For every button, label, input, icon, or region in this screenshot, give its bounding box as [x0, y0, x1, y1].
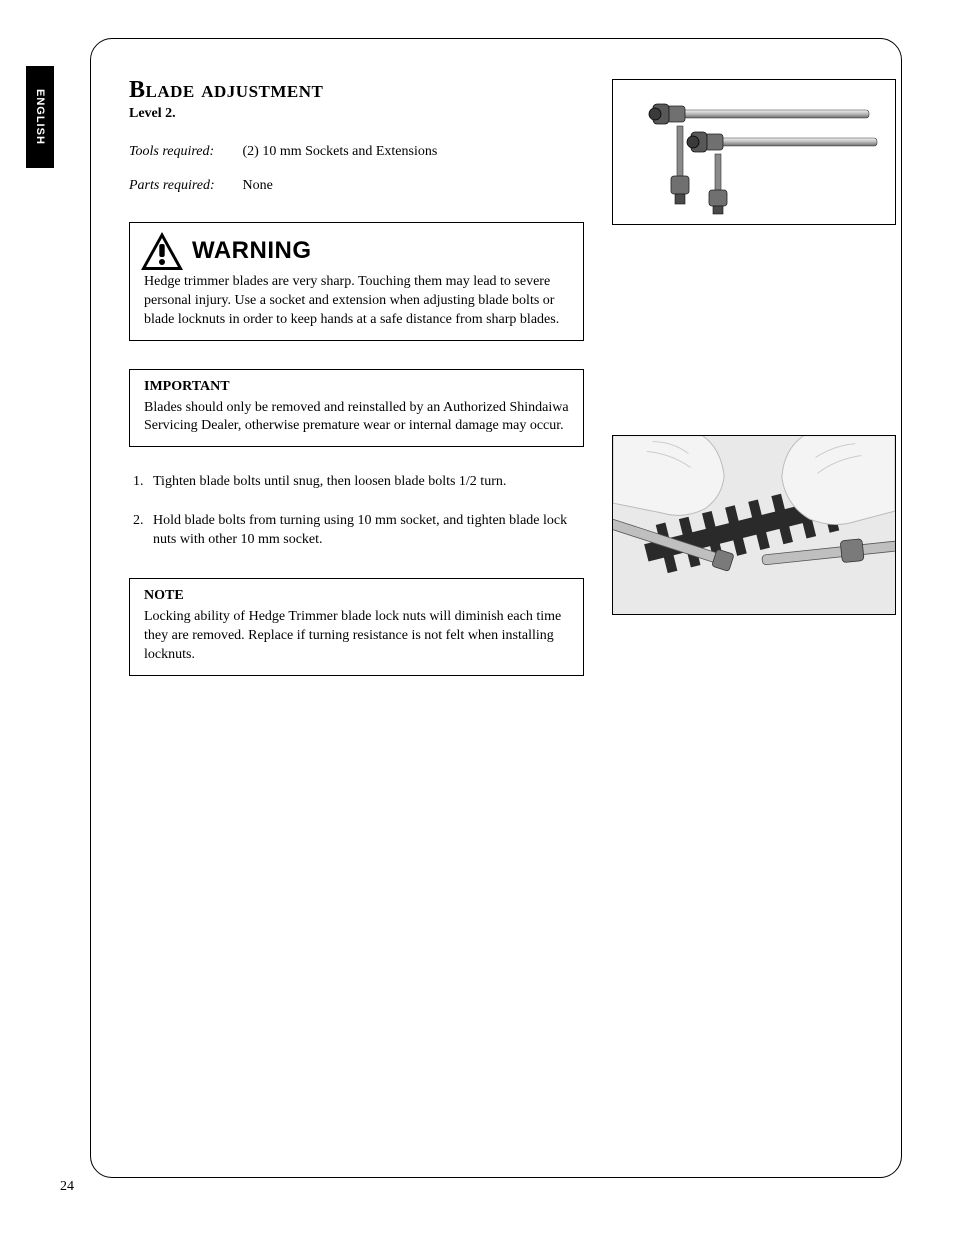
step-1: Tighten blade bolts until snug, then loo…	[147, 473, 584, 492]
warning-box: WARNING Hedge trimmer blades are very sh…	[129, 222, 584, 341]
blade-adjust-icon	[613, 435, 895, 615]
note-box: NOTE Locking ability of Hedge Trimmer bl…	[129, 578, 584, 676]
page-frame: Blade adjustment Level 2. Tools required…	[90, 38, 902, 1178]
tools-required-line: Tools required: (2) 10 mm Sockets and Ex…	[129, 144, 584, 160]
content-row: Blade adjustment Level 2. Tools required…	[129, 77, 871, 692]
warning-title: WARNING	[192, 235, 312, 267]
tools-required-value: (2) 10 mm Sockets and Extensions	[243, 144, 438, 159]
page-number: 24	[60, 1179, 74, 1195]
note-body: Locking ability of Hedge Trimmer blade l…	[140, 608, 573, 665]
socket-extensions-icon	[619, 82, 889, 222]
warning-body: Hedge trimmer blades are very sharp. Tou…	[140, 273, 573, 330]
parts-required-value: None	[243, 178, 273, 193]
important-box: IMPORTANT Blades should only be removed …	[129, 369, 584, 448]
figure-blade-adjust	[612, 435, 896, 615]
warning-header: WARNING	[140, 231, 573, 271]
language-tab-label: ENGLISH	[34, 89, 46, 145]
important-body: Blades should only be removed and reinst…	[140, 399, 573, 437]
parts-required-line: Parts required: None	[129, 178, 584, 194]
section-level: Level 2.	[129, 106, 584, 122]
step-2: Hold blade bolts from turning using 10 m…	[147, 512, 584, 550]
parts-required-label: Parts required:	[129, 178, 239, 194]
section-title: Blade adjustment	[129, 77, 584, 104]
right-column	[612, 77, 896, 615]
procedure-steps: Tighten blade bolts until snug, then loo…	[147, 473, 584, 550]
note-title: NOTE	[144, 587, 573, 606]
figure-socket-extensions	[612, 79, 896, 225]
language-tab: ENGLISH	[26, 66, 54, 168]
tools-required-label: Tools required:	[129, 144, 239, 160]
hazard-triangle-icon	[140, 231, 184, 271]
important-title: IMPORTANT	[144, 378, 573, 397]
left-column: Blade adjustment Level 2. Tools required…	[129, 77, 584, 692]
